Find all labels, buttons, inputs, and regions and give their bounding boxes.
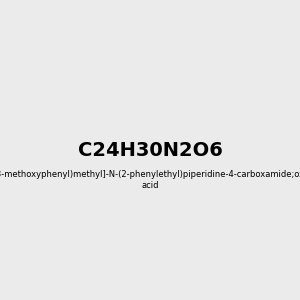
Text: 1-[(3-methoxyphenyl)methyl]-N-(2-phenylethyl)piperidine-4-carboxamide;oxalic aci: 1-[(3-methoxyphenyl)methyl]-N-(2-phenyle… [0, 170, 300, 190]
Text: C24H30N2O6: C24H30N2O6 [78, 140, 222, 160]
